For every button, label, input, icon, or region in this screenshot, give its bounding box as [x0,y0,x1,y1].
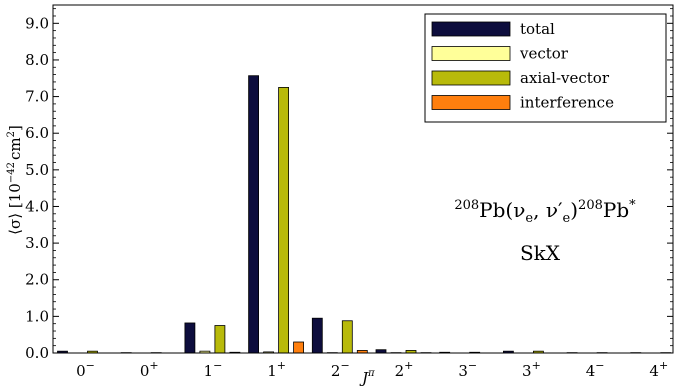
legend-label-axial-vector: axial-vector [520,69,610,87]
legend-swatch-interference [431,95,511,110]
x-tick-label-4: 2− [331,359,350,380]
x-tick-label-3: 1+ [267,359,286,380]
x-tick-label-0: 0− [76,359,95,380]
x-tick-label-2: 1− [204,359,223,380]
y-tick-label: 0.0 [25,344,49,362]
bar-total-2 [184,322,196,354]
reaction-annotation: 208Pb(νe, ν′e)208Pb* SkX [454,198,636,265]
legend-swatch-total [431,21,511,37]
y-tick-label: 1.0 [25,307,49,325]
x-tick-label-5: 2+ [395,359,414,380]
bar-axial-vector-4 [341,320,353,354]
y-tick-label: 6.0 [25,124,49,142]
legend-label-vector: vector [519,45,569,63]
y-tick-label: 3.0 [25,234,49,252]
x-tick-label-8: 4− [586,359,605,380]
x-tick-label-6: 3− [458,359,477,380]
legend: total vector axial-vector interference [424,13,667,123]
y-axis-label: ⟨σ⟩ [10−42cm2] [6,125,24,235]
y-tick-label: 8.0 [25,51,49,69]
ticks-layer: 0.0 1.0 2.0 3.0 4.0 5.0 6.0 7.0 8.0 9.0 0− 0+ 1− 1+ 2−… [25,8,673,380]
reaction-label: 208Pb(νe, ν′e)208Pb* [454,198,636,226]
bar-total-4 [311,317,323,354]
model-label: SkX [520,241,561,265]
y-tick-label: 2.0 [25,271,49,289]
x-tick-label-1: 0+ [140,359,159,380]
plot-frame [52,4,674,354]
bar-total-3 [248,75,260,354]
y-tick-label: 9.0 [25,14,49,32]
x-tick-label-9: 4+ [649,359,668,380]
y-tick-label: 4.0 [25,197,49,215]
legend-label-total: total [520,20,555,38]
legend-swatch-vector [431,46,511,61]
bar-axial-vector-2 [214,325,226,354]
bar-axial-vector-3 [278,87,290,354]
bar-interference-3 [293,341,305,354]
x-axis-label: Jπ [359,368,375,387]
legend-label-interference: interference [520,94,614,112]
y-tick-label: 5.0 [25,161,49,179]
legend-swatch-axial-vector [431,70,511,86]
y-tick-label: 7.0 [25,88,49,106]
x-tick-label-7: 3+ [522,359,541,380]
